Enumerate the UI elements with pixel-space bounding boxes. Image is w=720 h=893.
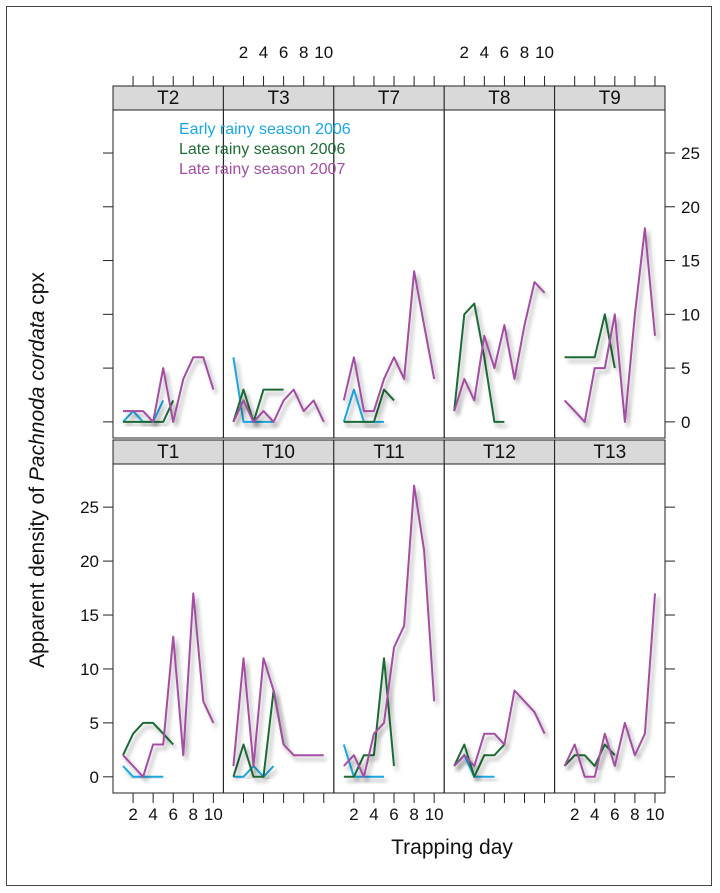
x-tick-label-top-3-4: 4 xyxy=(480,43,489,62)
panel-t13: T13 xyxy=(554,439,666,794)
panel-t2: T2 xyxy=(112,85,224,439)
y-tick-label-right-5: 5 xyxy=(681,359,690,378)
series-line-t1-2 xyxy=(122,592,215,778)
panel-t12: T12 xyxy=(443,439,556,794)
series-line-t9-2 xyxy=(563,227,656,423)
x-tick-label-bottom-0-8: 8 xyxy=(189,805,198,824)
panel-box-t2 xyxy=(112,109,224,439)
chart-frame xyxy=(6,6,712,886)
strip-label-t2: T2 xyxy=(157,88,179,109)
legend-entry-late-2006: Late rainy season 2006 xyxy=(179,141,345,158)
panel-t1: T1 xyxy=(112,439,224,794)
panel-t8: T8 xyxy=(443,85,556,439)
legend: Early rainy season 2006 Late rainy seaso… xyxy=(179,121,351,178)
y-tick-label-right-10: 10 xyxy=(681,305,700,324)
x-tick-label-top-1-10: 10 xyxy=(314,43,333,62)
strip-label-t13: T13 xyxy=(593,442,626,463)
strip-label-t7: T7 xyxy=(378,88,400,109)
panel-box-t1 xyxy=(112,463,224,794)
x-tick-label-top-1-4: 4 xyxy=(259,43,268,62)
x-axis-title: Trapping day xyxy=(391,836,513,859)
strip-t8 xyxy=(443,85,556,111)
x-tick-label-bottom-4-8: 8 xyxy=(630,805,639,824)
strip-label-t10: T10 xyxy=(262,442,295,463)
panel-t11: T11 xyxy=(333,439,445,794)
y-tick-label-right-15: 15 xyxy=(681,252,700,271)
y-tick-label-left-25: 25 xyxy=(80,498,99,517)
series-line-t7-1 xyxy=(343,388,395,423)
x-tick-label-bottom-2-2: 2 xyxy=(349,805,358,824)
x-tick-label-top-3-10: 10 xyxy=(535,43,554,62)
panel-t9: T9 xyxy=(554,85,666,439)
series-line-t12-2 xyxy=(453,689,546,767)
strip-t13 xyxy=(554,439,666,465)
x-tick-label-bottom-4-2: 2 xyxy=(570,805,579,824)
series-line-t2-1 xyxy=(123,399,175,423)
series-line-t7-2 xyxy=(342,270,436,413)
strip-label-t8: T8 xyxy=(488,88,510,109)
series-line-t8-1 xyxy=(453,302,505,423)
series-line-t8-2 xyxy=(453,281,546,412)
panel-box-t13 xyxy=(554,463,666,794)
strip-label-t9: T9 xyxy=(599,88,621,109)
panel-box-t9 xyxy=(554,109,666,439)
strip-label-t11: T11 xyxy=(373,442,404,463)
strip-t11 xyxy=(333,439,445,465)
x-tick-label-bottom-4-4: 4 xyxy=(590,805,599,824)
series-line-t9-1 xyxy=(564,313,616,369)
x-tick-label-bottom-4-10: 10 xyxy=(646,805,665,824)
panel-t7: T7 xyxy=(333,85,445,439)
x-tick-label-bottom-0-4: 4 xyxy=(148,805,157,824)
x-tick-label-top-3-2: 2 xyxy=(460,43,469,62)
series-line-t10-2 xyxy=(232,657,324,767)
x-tick-label-bottom-2-6: 6 xyxy=(389,805,398,824)
series-line-t2-2 xyxy=(123,356,215,423)
x-tick-label-top-1-6: 6 xyxy=(279,43,288,62)
panel-box-t12 xyxy=(443,463,556,794)
x-tick-label-top-3-8: 8 xyxy=(520,43,529,62)
y-tick-label-left-5: 5 xyxy=(90,714,99,733)
panel-t3: T3 xyxy=(222,85,335,439)
legend-entry-late-2007: Late rainy season 2007 xyxy=(179,161,345,178)
x-tick-label-top-3-6: 6 xyxy=(500,43,509,62)
x-tick-label-bottom-0-6: 6 xyxy=(168,805,177,824)
y-tick-label-left-10: 10 xyxy=(80,660,99,679)
y-tick-label-right-25: 25 xyxy=(681,144,700,163)
series-line-t12-1 xyxy=(453,743,506,778)
strip-label-t12: T12 xyxy=(483,442,516,463)
series-line-t3-1 xyxy=(232,388,284,423)
strip-t1 xyxy=(112,439,224,465)
series-line-t13-2 xyxy=(563,593,656,778)
x-tick-label-bottom-2-10: 10 xyxy=(425,805,444,824)
series-line-t13-1 xyxy=(563,743,616,767)
panel-t10: T10 xyxy=(222,439,335,794)
y-tick-label-left-15: 15 xyxy=(80,606,99,625)
y-tick-label-left-20: 20 xyxy=(80,552,99,571)
y-axis-title: Apparent density of Pachnoda cordata cpx xyxy=(26,272,49,668)
series-line-t3-2 xyxy=(232,388,325,423)
panel-box-t7 xyxy=(333,109,445,439)
x-tick-label-bottom-0-2: 2 xyxy=(128,805,137,824)
x-tick-label-top-1-8: 8 xyxy=(299,43,308,62)
x-tick-label-top-1-2: 2 xyxy=(239,43,248,62)
panel-box-t11 xyxy=(333,463,445,794)
panel-box-t10 xyxy=(222,463,335,794)
x-tick-label-bottom-0-10: 10 xyxy=(204,805,223,824)
strip-label-t1: T1 xyxy=(157,442,179,463)
x-tick-label-bottom-2-4: 4 xyxy=(369,805,378,824)
legend-entry-early-2006: Early rainy season 2006 xyxy=(179,121,351,138)
y-tick-label-left-0: 0 xyxy=(90,768,99,787)
series-line-t11-2 xyxy=(343,484,436,778)
x-tick-label-bottom-2-8: 8 xyxy=(409,805,418,824)
x-tick-label-bottom-4-6: 6 xyxy=(610,805,619,824)
y-tick-label-right-20: 20 xyxy=(681,198,700,217)
y-tick-label-right-0: 0 xyxy=(681,413,690,432)
strip-label-t3: T3 xyxy=(268,88,290,109)
